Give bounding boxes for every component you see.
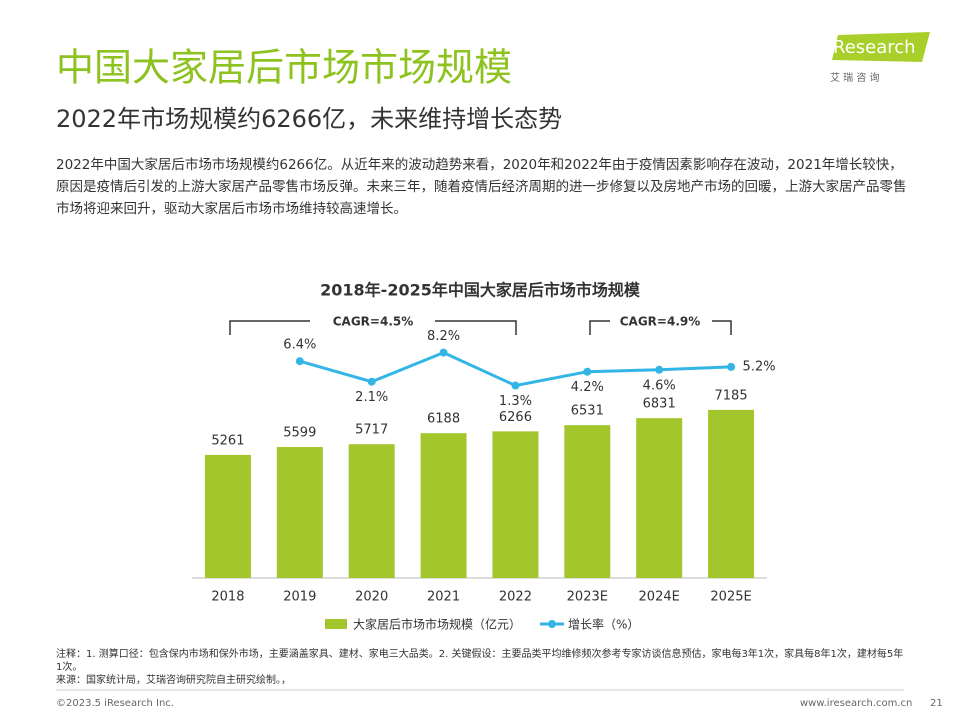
line-point — [439, 348, 448, 357]
logo-box — [832, 32, 930, 62]
x-tick-label: 2022 — [499, 590, 532, 605]
line-label: 1.3% — [499, 394, 532, 409]
x-tick-label: 2019 — [283, 590, 316, 605]
line-point — [367, 377, 376, 386]
chart-title: 2018年-2025年中国大家居后市场市场规模 — [320, 281, 641, 300]
x-tick-label: 2018 — [211, 590, 244, 605]
x-tick-label: 2020 — [355, 590, 388, 605]
bar-label: 6188 — [427, 412, 460, 427]
subtitle: 2022年市场规模约6266亿，未来维持增长态势 — [56, 105, 562, 133]
legend-swatch — [548, 620, 556, 628]
cagr-bracket — [229, 320, 517, 335]
bar — [420, 433, 467, 578]
bar — [276, 446, 323, 578]
source: 来源：国家统计局，艾瑞咨询研究院自主研究绘制。， — [56, 675, 291, 686]
bar — [636, 418, 683, 578]
bar-label: 5261 — [211, 433, 244, 448]
bar-label: 6531 — [571, 404, 604, 419]
x-tick-label: 2023E — [567, 590, 608, 605]
line-label: 4.6% — [643, 378, 676, 393]
logo: iResearch — [828, 37, 916, 58]
paragraph: 2022年中国大家居后市场市场规模约6266亿。从近年来的波动趋势来看，2020… — [56, 157, 907, 217]
bar-label: 6266 — [499, 410, 532, 425]
cagr-bracket — [589, 320, 732, 335]
line-point — [727, 362, 736, 371]
legend-label: 增长率（%） — [568, 617, 639, 632]
line-point — [655, 365, 664, 374]
bar-label: 5717 — [355, 423, 388, 438]
copyright: ©2023.5 iResearch Inc. — [56, 698, 174, 709]
bar — [564, 425, 611, 578]
x-tick-label: 2025E — [710, 590, 751, 605]
line-point — [295, 357, 304, 366]
page-number: 21 — [930, 698, 943, 709]
cagr-label: CAGR=4.5% — [333, 315, 414, 329]
x-tick-label: 2024E — [639, 590, 680, 605]
x-tick-label: 2021 — [427, 590, 460, 605]
title: 中国大家居后市场市场规模 — [56, 46, 512, 90]
bar-label: 7185 — [715, 388, 748, 403]
bar — [348, 444, 395, 578]
line-point — [511, 381, 520, 390]
bar-label: 5599 — [283, 425, 316, 440]
bar — [492, 431, 539, 578]
url: www.iresearch.com.cn — [800, 698, 912, 709]
line-label: 4.2% — [571, 380, 604, 395]
line-point — [583, 367, 592, 376]
line-label: 8.2% — [427, 329, 460, 344]
note: 注释：1. 测算口径：包含保内市场和保外市场，主要涵盖家具、建材、家电三大品类。… — [56, 649, 904, 673]
line-label: 5.2% — [743, 359, 776, 374]
line-label: 6.4% — [283, 338, 316, 353]
logo-sub: 艾 瑞 咨 询 — [830, 71, 880, 84]
legend-label: 大家居后市场市场规模（亿元） — [353, 617, 521, 632]
bar — [204, 454, 251, 578]
bar — [708, 409, 755, 578]
legend-swatch — [325, 619, 347, 629]
bar-label: 6831 — [643, 397, 676, 412]
cagr-label: CAGR=4.9% — [620, 315, 701, 329]
line-label: 2.1% — [355, 390, 388, 405]
